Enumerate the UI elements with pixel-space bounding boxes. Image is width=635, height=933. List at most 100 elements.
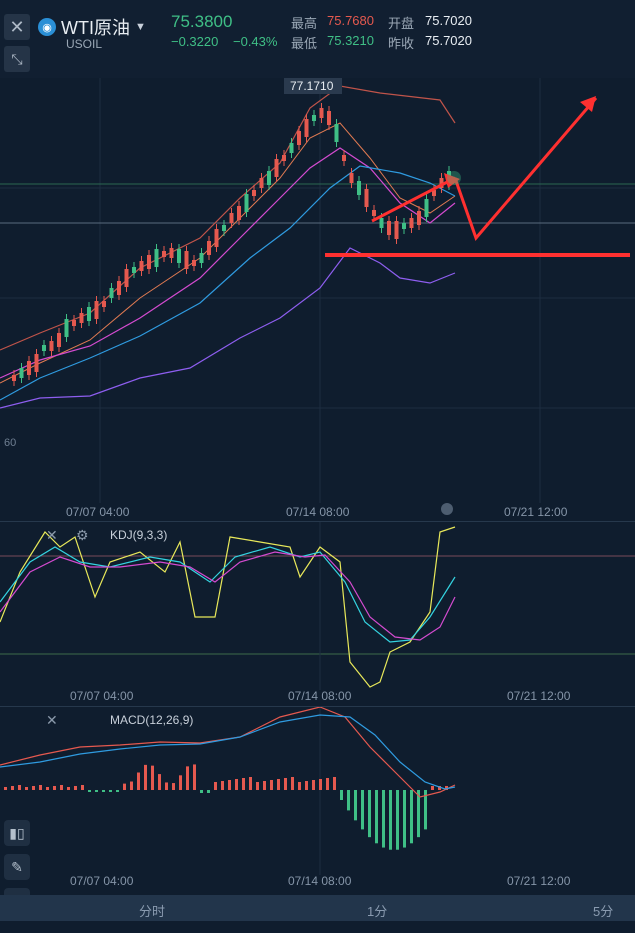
macd-panel[interactable]: 07/07 04:00 07/14 08:00 07/21 12:00 — [0, 707, 635, 893]
candle-body — [409, 218, 414, 228]
kdj-close-icon[interactable]: ✕ — [46, 527, 58, 543]
pencil-icon: ✎ — [11, 858, 23, 875]
macd-time-label: 07/07 04:00 — [70, 874, 134, 888]
macd-bar — [312, 780, 315, 790]
candle-body — [417, 211, 421, 225]
open-label: 开盘 — [388, 16, 415, 31]
macd-bar — [165, 782, 168, 790]
candle-body — [139, 261, 144, 271]
macd-bar — [46, 787, 49, 790]
candle-body — [387, 221, 391, 235]
kdj-time-label: 07/14 08:00 — [288, 689, 352, 703]
macd-bar — [361, 790, 364, 830]
peak-price-label: 77.1710 — [290, 79, 334, 93]
macd-bar — [228, 780, 231, 790]
macd-bar — [144, 764, 147, 790]
macd-bar — [200, 790, 203, 793]
candle-body — [364, 189, 369, 207]
kdj-settings-icon[interactable]: ⚙ — [76, 527, 89, 543]
macd-bar — [256, 782, 259, 790]
boll-upper-line — [0, 85, 456, 351]
macd-bar — [319, 779, 322, 790]
macd-bar — [424, 790, 427, 830]
main-time-label: 07/14 08:00 — [286, 505, 350, 519]
timeframe-tabs: 分时 1分 5分 — [0, 895, 635, 921]
candle-body — [117, 281, 121, 295]
candles-icon: ▮▯ — [9, 824, 25, 841]
candle-body — [132, 267, 136, 273]
kdj-time-label: 07/07 04:00 — [70, 689, 134, 703]
macd-bar — [270, 780, 273, 790]
prev-close-label: 昨收 — [388, 36, 415, 51]
macd-bar — [130, 781, 133, 790]
candle-body — [319, 108, 324, 118]
candle-style-button[interactable]: ▮▯ — [4, 820, 30, 846]
candle-body — [34, 354, 39, 372]
kdj-panel[interactable]: 07/07 04:00 07/14 08:00 07/21 12:00 — [0, 522, 635, 706]
macd-bar — [32, 786, 35, 790]
candle-body — [154, 249, 159, 267]
main-price-chart[interactable]: 77.1710 60 07/07 04:00 07/14 08:00 07/21… — [0, 78, 635, 521]
candle-body — [94, 301, 99, 319]
symbol-code: USOIL — [66, 37, 103, 51]
kdj-k-line — [0, 546, 456, 643]
macd-bar — [53, 786, 56, 790]
macd-bar — [291, 777, 294, 790]
macd-bar — [158, 774, 161, 790]
ma-fast-line — [0, 122, 456, 384]
candle-body — [244, 194, 249, 212]
macd-bar — [249, 777, 252, 790]
candle-body — [147, 255, 151, 269]
collapse-button[interactable]: ⤡ — [4, 46, 30, 72]
macd-bar — [116, 790, 119, 792]
main-time-label: 07/21 12:00 — [504, 505, 568, 519]
candle-body — [394, 221, 399, 239]
tab-timeshare[interactable]: 分时 — [139, 904, 166, 919]
low-value: 75.3210 — [327, 33, 374, 48]
macd-bar — [95, 790, 98, 792]
candle-body — [304, 119, 309, 137]
macd-bar — [284, 778, 287, 790]
low-label: 最低 — [291, 36, 318, 51]
annotation-arrows — [325, 97, 630, 257]
macd-title: MACD(12,26,9) — [110, 713, 194, 727]
macd-bar — [445, 786, 448, 790]
macd-bar — [179, 775, 182, 790]
kdj-d-line — [0, 551, 456, 641]
scroll-handle[interactable] — [441, 503, 453, 515]
macd-close-icon[interactable]: ✕ — [46, 712, 58, 728]
candle-body — [27, 361, 31, 375]
candle-body — [252, 190, 256, 196]
candle-body — [432, 190, 436, 196]
candle-body — [102, 301, 106, 307]
macd-bar — [368, 790, 371, 838]
high-label: 最高 — [291, 16, 318, 31]
macd-bar — [214, 782, 217, 790]
tab-1min[interactable]: 1分 — [367, 904, 388, 919]
macd-bar — [11, 786, 14, 790]
candle-body — [57, 333, 61, 347]
candle-body — [327, 111, 331, 125]
macd-bar — [333, 777, 336, 790]
macd-bar — [417, 790, 420, 838]
candle-body — [274, 159, 279, 177]
macd-bar — [4, 787, 7, 790]
macd-bar — [60, 785, 63, 790]
close-button[interactable]: ✕ — [4, 14, 30, 40]
macd-bar — [410, 790, 413, 844]
candle-body — [259, 178, 264, 188]
main-time-label: 07/07 04:00 — [66, 505, 130, 519]
candle-body — [297, 131, 301, 145]
macd-bar — [207, 790, 210, 793]
draw-tool-button[interactable]: ✎ — [4, 854, 30, 880]
symbol-badge-icon: ◉ — [38, 18, 56, 36]
candle-body — [162, 251, 166, 257]
kdj-time-label: 07/21 12:00 — [507, 689, 571, 703]
candle-body — [282, 155, 286, 161]
candle-body — [207, 241, 211, 255]
symbol-selector[interactable]: ◉ WTI原油 ▼ — [38, 14, 146, 40]
macd-bar — [74, 786, 77, 790]
peak-label-box — [284, 78, 342, 94]
tab-5min[interactable]: 5分 — [593, 904, 614, 919]
macd-bar — [186, 766, 189, 790]
